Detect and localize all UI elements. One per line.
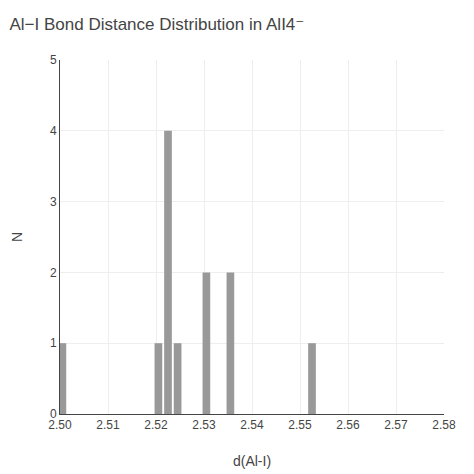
svg-text:2.50: 2.50	[48, 418, 72, 432]
svg-text:2.56: 2.56	[336, 418, 360, 432]
svg-text:2.51: 2.51	[96, 418, 120, 432]
svg-text:1: 1	[50, 336, 57, 350]
svg-text:3: 3	[50, 195, 57, 209]
svg-text:d(Al-I): d(Al-I)	[233, 453, 271, 469]
svg-text:2.57: 2.57	[384, 418, 408, 432]
svg-text:5: 5	[50, 53, 57, 67]
svg-text:N: N	[9, 232, 25, 242]
svg-text:0: 0	[50, 407, 57, 421]
svg-text:2.53: 2.53	[192, 418, 216, 432]
svg-text:4: 4	[50, 124, 57, 138]
svg-text:2.52: 2.52	[144, 418, 168, 432]
svg-text:2.54: 2.54	[240, 418, 264, 432]
svg-text:2.58: 2.58	[432, 418, 456, 432]
svg-text:2.55: 2.55	[288, 418, 312, 432]
svg-text:2: 2	[50, 266, 57, 280]
svg-text:Al−I Bond Distance Distributio: Al−I Bond Distance Distribution in AlI4⁻	[9, 15, 304, 34]
